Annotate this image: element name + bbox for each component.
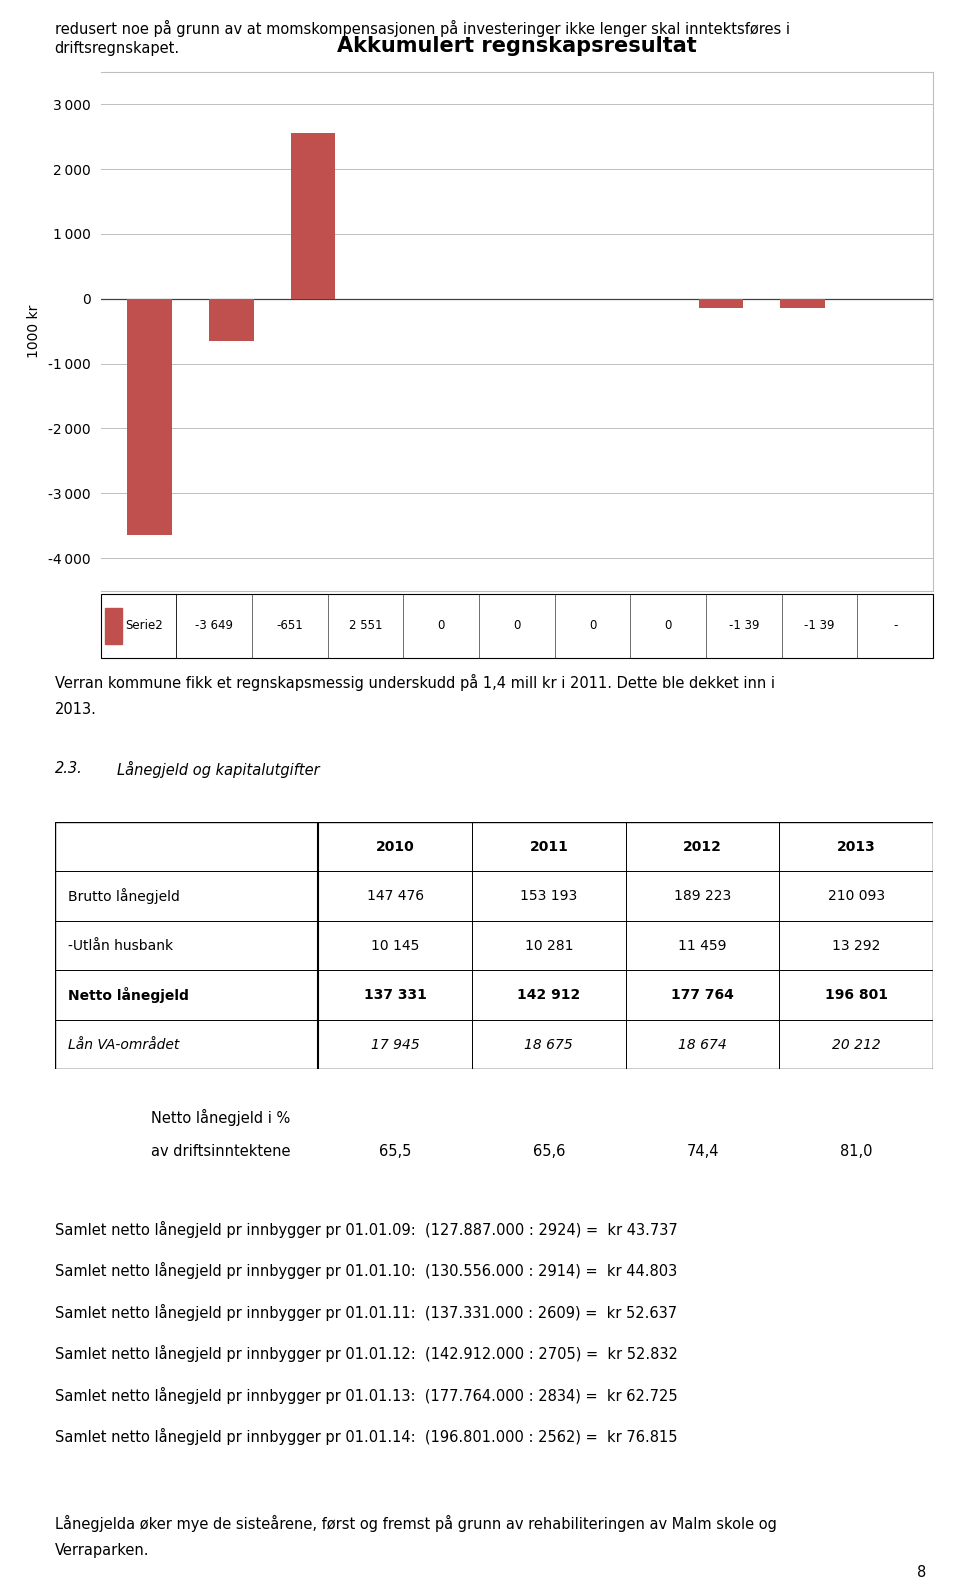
Text: Lånegjeld og kapitalutgifter: Lånegjeld og kapitalutgifter: [117, 761, 320, 779]
Text: 177 764: 177 764: [671, 988, 734, 1002]
Text: 0: 0: [438, 619, 445, 632]
Text: Samlet netto lånegjeld pr innbygger pr 01.01.12:  (142.912.000 : 2705) =  kr 52.: Samlet netto lånegjeld pr innbygger pr 0…: [55, 1345, 678, 1363]
Text: 2013.: 2013.: [55, 702, 97, 717]
Text: 2010: 2010: [375, 839, 415, 854]
Text: 2011: 2011: [529, 839, 568, 854]
Text: 18 675: 18 675: [524, 1037, 573, 1052]
Text: 10 281: 10 281: [524, 938, 573, 953]
Text: 2.3.: 2.3.: [55, 761, 83, 776]
Text: 2013: 2013: [837, 839, 876, 854]
Text: driftsregnskapet.: driftsregnskapet.: [55, 41, 180, 56]
Text: 81,0: 81,0: [840, 1144, 873, 1159]
Text: 153 193: 153 193: [520, 889, 578, 903]
Text: 18 674: 18 674: [678, 1037, 727, 1052]
Bar: [128, 298, 172, 535]
Text: 2012: 2012: [684, 839, 722, 854]
Text: 189 223: 189 223: [674, 889, 732, 903]
Text: -1 39: -1 39: [729, 619, 759, 632]
Text: Verraparken.: Verraparken.: [55, 1543, 149, 1558]
Text: 196 801: 196 801: [825, 988, 888, 1002]
Text: 0: 0: [664, 619, 672, 632]
Text: 0: 0: [514, 619, 520, 632]
Text: Samlet netto lånegjeld pr innbygger pr 01.01.13:  (177.764.000 : 2834) =  kr 62.: Samlet netto lånegjeld pr innbygger pr 0…: [55, 1387, 678, 1404]
Text: 142 912: 142 912: [517, 988, 581, 1002]
Title: Akkumulert regnskapsresultat: Akkumulert regnskapsresultat: [337, 37, 697, 56]
Text: -3 649: -3 649: [195, 619, 233, 632]
Text: -: -: [893, 619, 898, 632]
Text: -651: -651: [276, 619, 303, 632]
Text: Samlet netto lånegjeld pr innbygger pr 01.01.14:  (196.801.000 : 2562) =  kr 76.: Samlet netto lånegjeld pr innbygger pr 0…: [55, 1428, 677, 1446]
Text: Netto lånegjeld i %: Netto lånegjeld i %: [151, 1109, 290, 1127]
Text: av driftsinntektene: av driftsinntektene: [151, 1144, 290, 1159]
Text: Samlet netto lånegjeld pr innbygger pr 01.01.09:  (127.887.000 : 2924) =  kr 43.: Samlet netto lånegjeld pr innbygger pr 0…: [55, 1221, 678, 1238]
Text: 65,6: 65,6: [533, 1144, 565, 1159]
Text: Lån VA-området: Lån VA-området: [68, 1037, 180, 1052]
Bar: [291, 134, 335, 298]
Text: 0: 0: [588, 619, 596, 632]
Text: 2 551: 2 551: [348, 619, 382, 632]
Text: 13 292: 13 292: [832, 938, 880, 953]
Text: 8: 8: [917, 1566, 926, 1580]
Y-axis label: 1000 kr: 1000 kr: [28, 305, 41, 358]
Text: 10 145: 10 145: [371, 938, 420, 953]
Text: 20 212: 20 212: [832, 1037, 880, 1052]
Text: Brutto lånegjeld: Brutto lånegjeld: [68, 889, 180, 903]
Text: -Utlån husbank: -Utlån husbank: [68, 938, 173, 953]
Text: 210 093: 210 093: [828, 889, 885, 903]
Text: 74,4: 74,4: [686, 1144, 719, 1159]
Text: 147 476: 147 476: [367, 889, 423, 903]
Text: Verran kommune fikk et regnskapsmessig underskudd på 1,4 mill kr i 2011. Dette b: Verran kommune fikk et regnskapsmessig u…: [55, 674, 775, 691]
Bar: [780, 298, 825, 308]
Text: Lånegjelda øker mye de sisteårene, først og fremst på grunn av rehabiliteringen : Lånegjelda øker mye de sisteårene, først…: [55, 1515, 777, 1532]
Text: Samlet netto lånegjeld pr innbygger pr 01.01.10:  (130.556.000 : 2914) =  kr 44.: Samlet netto lånegjeld pr innbygger pr 0…: [55, 1262, 677, 1280]
Bar: [699, 298, 743, 308]
Bar: [209, 298, 253, 342]
Text: 137 331: 137 331: [364, 988, 426, 1002]
Text: Serie2: Serie2: [125, 619, 163, 632]
Text: 65,5: 65,5: [379, 1144, 411, 1159]
Text: Netto lånegjeld: Netto lånegjeld: [68, 986, 189, 1004]
Text: -1 39: -1 39: [804, 619, 835, 632]
Text: 11 459: 11 459: [679, 938, 727, 953]
Bar: [106, 608, 122, 643]
Text: redusert noe på grunn av at momskompensasjonen på investeringer ikke lenger skal: redusert noe på grunn av at momskompensa…: [55, 19, 790, 37]
Text: Samlet netto lånegjeld pr innbygger pr 01.01.11:  (137.331.000 : 2609) =  kr 52.: Samlet netto lånegjeld pr innbygger pr 0…: [55, 1304, 677, 1321]
Text: 17 945: 17 945: [371, 1037, 420, 1052]
